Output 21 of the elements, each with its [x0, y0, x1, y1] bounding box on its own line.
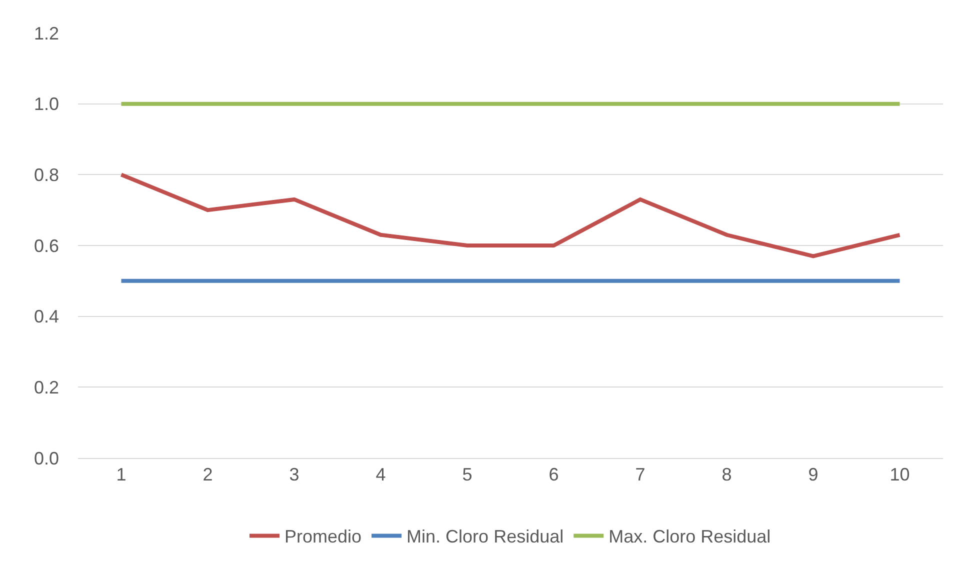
x-tick-label: 7	[635, 464, 646, 485]
y-tick-label: 0.0	[34, 448, 59, 468]
y-tick-label: 0.8	[34, 164, 59, 185]
x-tick-label: 1	[116, 464, 126, 485]
y-tick-label: 0.6	[34, 236, 59, 256]
y-tick-label: 1.0	[34, 94, 59, 114]
x-tick-label: 2	[202, 464, 213, 485]
x-tick-label: 10	[890, 464, 910, 485]
x-tick-label: 3	[289, 464, 300, 485]
legend-label: Promedio	[284, 526, 362, 547]
x-tick-label: 8	[722, 464, 732, 485]
legend-label: Max. Cloro Residual	[608, 526, 771, 547]
line-series	[119, 172, 902, 258]
x-tick-label: 5	[462, 464, 472, 485]
y-tick-label: 1.2	[34, 23, 59, 44]
legend-label: Min. Cloro Residual	[406, 526, 564, 547]
x-tick-label: 9	[808, 464, 818, 485]
y-tick-label: 0.4	[34, 306, 59, 327]
x-tick-label: 6	[548, 464, 559, 485]
x-tick-label: 4	[376, 464, 386, 485]
y-tick-label: 0.2	[34, 377, 59, 398]
